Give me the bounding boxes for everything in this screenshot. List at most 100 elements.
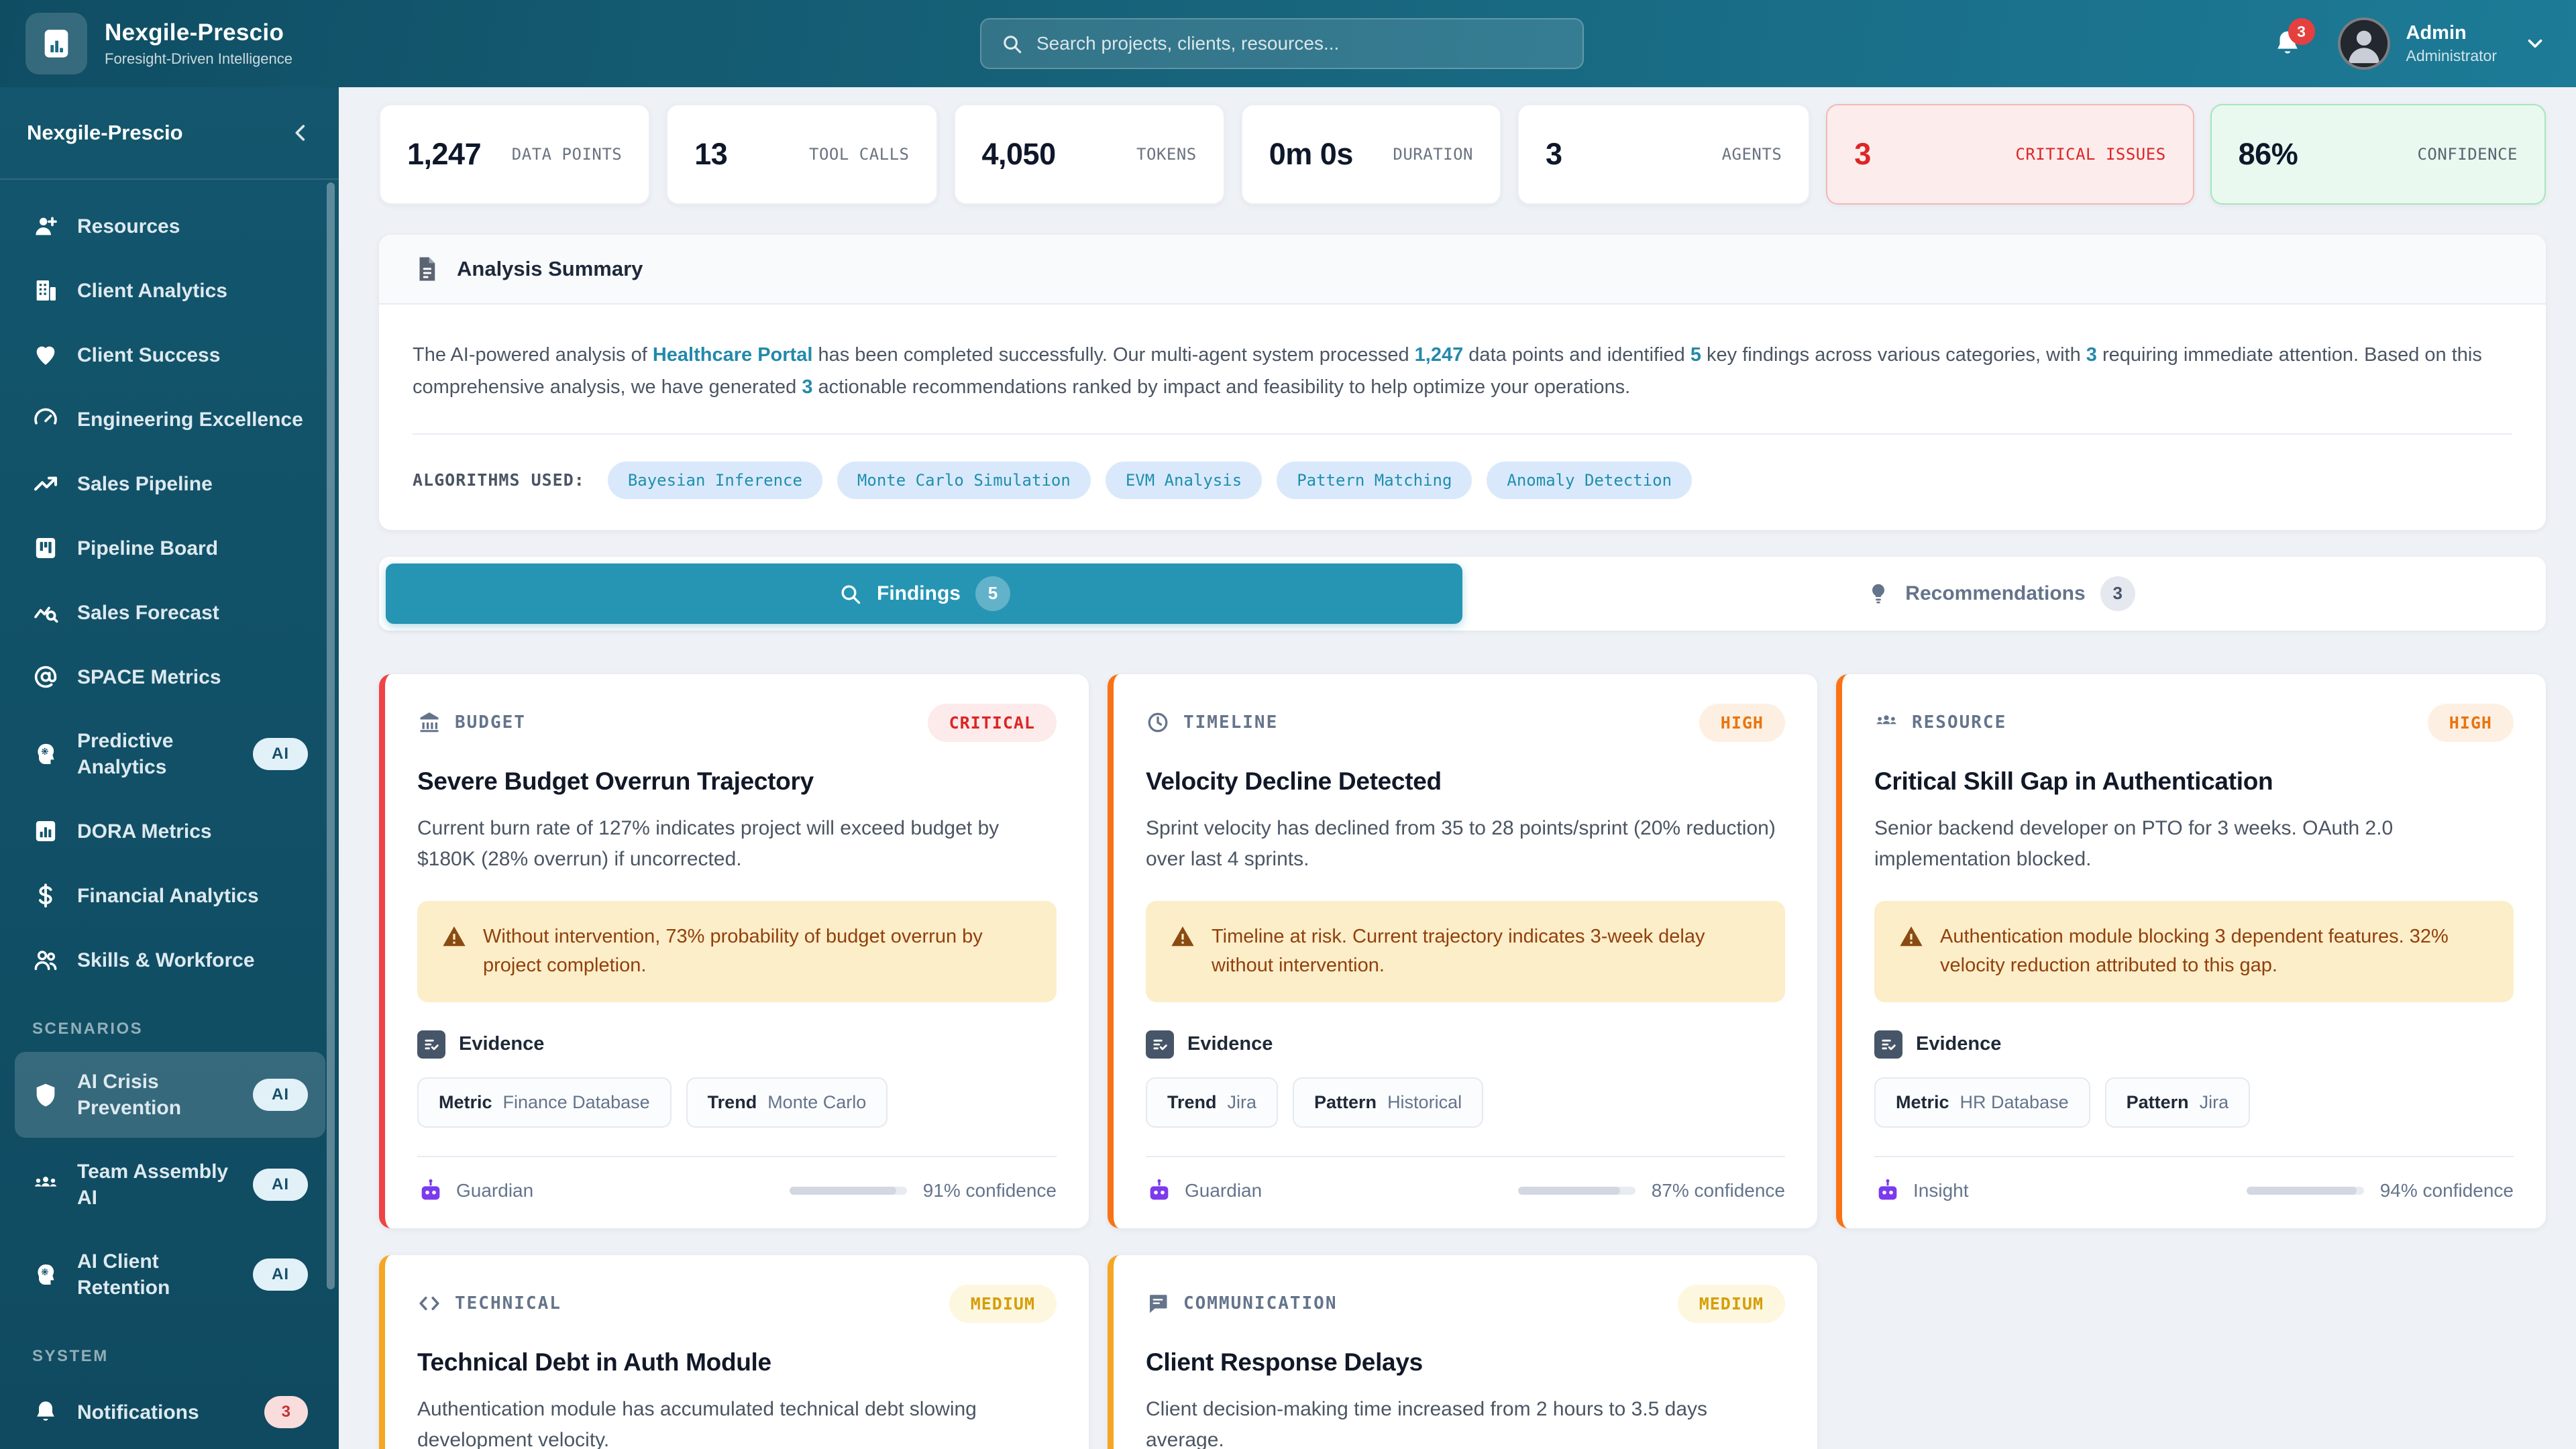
- stat-card-tool-calls: 13 TOOL CALLS: [666, 104, 938, 205]
- sidebar-item-label: Predictive Analytics: [77, 730, 174, 778]
- alert-triangle-icon: [1898, 924, 1924, 949]
- tab-label: Findings: [877, 582, 961, 604]
- stat-card-duration: 0m 0s DURATION: [1240, 104, 1501, 205]
- stat-label: CRITICAL ISSUES: [2015, 145, 2166, 164]
- stat-value: 13: [694, 137, 728, 171]
- evidence-pill: Pattern Historical: [1293, 1077, 1484, 1128]
- brain-gear-icon: [32, 741, 59, 767]
- footer-divider: [1874, 1155, 2514, 1157]
- sidebar-item-pipeline-board[interactable]: Pipeline Board: [15, 518, 325, 578]
- user-menu[interactable]: Admin Administrator: [2337, 17, 2546, 70]
- agent-label: Insight: [1913, 1179, 1969, 1201]
- evidence-source: Finance Database: [502, 1091, 650, 1112]
- stat-label: AGENTS: [1721, 145, 1782, 164]
- sidebar-item-team-assembly-ai[interactable]: Team Assembly AI AI: [15, 1142, 325, 1228]
- evidence-source: Historical: [1387, 1091, 1462, 1112]
- tab-label: Recommendations: [1905, 582, 2086, 604]
- sidebar-item-label: Client Analytics: [77, 279, 227, 302]
- sidebar-item-label: Engineering Excellence: [77, 408, 303, 431]
- finding-card: COMMUNICATION MEDIUM Client Response Delay…: [1108, 1254, 1817, 1449]
- sidebar-item-client-success[interactable]: Client Success: [15, 325, 325, 385]
- algorithm-pill: Bayesian Inference: [607, 461, 822, 499]
- user-role: Administrator: [2406, 47, 2497, 64]
- sidebar-item-label: AI Client Retention: [77, 1250, 170, 1299]
- tab-findings[interactable]: Findings 5: [386, 563, 1462, 624]
- finding-card-footer: Guardian 91% confidence: [417, 1128, 1057, 1204]
- sidebar-item-ai-crisis-prevention[interactable]: AI Crisis Prevention AI: [15, 1052, 325, 1138]
- finding-card-header: BUDGET CRITICAL: [417, 703, 1057, 742]
- building-icon: [32, 277, 59, 304]
- search-input[interactable]: [1036, 33, 1564, 54]
- severity-badge: HIGH: [2427, 703, 2514, 742]
- search-icon: [1000, 32, 1023, 55]
- algorithm-pill: Anomaly Detection: [1487, 461, 1693, 499]
- users-three-icon: [32, 1171, 59, 1198]
- avatar: [2337, 17, 2390, 70]
- sidebar-item-label: Sales Forecast: [77, 601, 219, 624]
- finding-card-header: COMMUNICATION MEDIUM: [1146, 1284, 1785, 1323]
- severity-badge: HIGH: [1699, 703, 1785, 742]
- sidebar-item-sales-forecast[interactable]: Sales Forecast: [15, 582, 325, 643]
- warning-callout: Authentication module blocking 3 depende…: [1874, 900, 2514, 1002]
- sidebar-nav: Resources Client Analytics Client Success E…: [0, 180, 339, 1449]
- lightbulb-icon: [1866, 582, 1890, 606]
- clock-icon: [1146, 710, 1170, 735]
- evidence-source: Jira: [1227, 1091, 1257, 1112]
- evidence-pill: Trend Jira: [1146, 1077, 1279, 1128]
- evidence-source: Monte Carlo: [767, 1091, 867, 1112]
- sidebar-item-sales-pipeline[interactable]: Sales Pipeline: [15, 453, 325, 514]
- summary-highlight: 3: [802, 376, 813, 398]
- sidebar-item-engineering-excellence[interactable]: Engineering Excellence: [15, 389, 325, 449]
- sidebar-item-space-metrics[interactable]: SPACE Metrics: [15, 647, 325, 707]
- severity-badge: MEDIUM: [949, 1284, 1057, 1323]
- algorithm-pill: Pattern Matching: [1277, 461, 1472, 499]
- severity-badge: CRITICAL: [927, 703, 1057, 742]
- warning-callout: Without intervention, 73% probability of…: [417, 900, 1057, 1002]
- sidebar-item-label: Sales Pipeline: [77, 472, 213, 495]
- sidebar-item-ai-client-retention[interactable]: AI Client Retention AI: [15, 1232, 325, 1318]
- tab-recommendations[interactable]: Recommendations 3: [1462, 564, 2539, 624]
- summary-divider: [413, 433, 2512, 435]
- finding-card: TIMELINE HIGH Velocity Decline Detected Spr…: [1108, 674, 1817, 1228]
- stat-card-critical-issues: 3 CRITICAL ISSUES: [1826, 104, 2194, 205]
- sidebar-item-financial-analytics[interactable]: Financial Analytics: [15, 865, 325, 926]
- sidebar-item-client-analytics[interactable]: Client Analytics: [15, 260, 325, 321]
- search-bar[interactable]: [980, 18, 1584, 69]
- warning-callout: Timeline at risk. Current trajectory ind…: [1146, 900, 1785, 1002]
- confidence-bar-fill: [1517, 1186, 1620, 1195]
- stat-card-tokens: 4,050 TOKENS: [953, 104, 1225, 205]
- app-logo: [25, 13, 87, 74]
- notifications-bell-button[interactable]: 3: [2272, 18, 2315, 60]
- confidence-bar: [2246, 1186, 2364, 1195]
- confidence-bar: [1517, 1186, 1635, 1195]
- stat-label: DATA POINTS: [511, 145, 623, 164]
- summary-paragraph: The AI-powered analysis of Healthcare Po…: [413, 344, 2482, 398]
- tab-count-badge: 5: [975, 576, 1010, 611]
- brand-tagline: Foresight-Driven Intelligence: [105, 50, 293, 67]
- sidebar-scrollbar[interactable]: [327, 182, 335, 1289]
- bell-icon: [32, 1399, 59, 1426]
- sidebar-item-resources[interactable]: Resources: [15, 196, 325, 256]
- sidebar-item-predictive-analytics[interactable]: Predictive Analytics AI: [15, 711, 325, 797]
- confidence-text: 91% confidence: [922, 1179, 1057, 1201]
- sidebar-item-label: Resources: [77, 215, 180, 237]
- top-header: Nexgile-Prescio Foresight-Driven Intelli…: [0, 0, 2576, 87]
- footer-divider: [1146, 1155, 1785, 1157]
- sidebar-item-skills-workforce[interactable]: Skills & Workforce: [15, 930, 325, 990]
- summary-highlight: 5: [1690, 344, 1701, 366]
- bar-chart-square-icon: [32, 818, 59, 845]
- sidebar-section-label: SYSTEM: [32, 1347, 109, 1365]
- confidence-bar-fill: [789, 1186, 896, 1195]
- analysis-summary-header: Analysis Summary: [379, 235, 2546, 305]
- tab-count-badge: 3: [2100, 576, 2135, 611]
- ai-badge: AI: [253, 1169, 308, 1201]
- evidence-type: Trend: [1167, 1091, 1217, 1112]
- stat-label: DURATION: [1393, 145, 1473, 164]
- sidebar-collapse-button[interactable]: [289, 121, 312, 144]
- sidebar-item-notifications[interactable]: Notifications 3: [15, 1379, 325, 1445]
- sidebar-item-dora-metrics[interactable]: DORA Metrics: [15, 801, 325, 861]
- finding-category-label: RESOURCE: [1912, 712, 2007, 733]
- sidebar-item-label: Team Assembly AI: [77, 1161, 229, 1209]
- summary-highlight: Healthcare Portal: [652, 344, 813, 366]
